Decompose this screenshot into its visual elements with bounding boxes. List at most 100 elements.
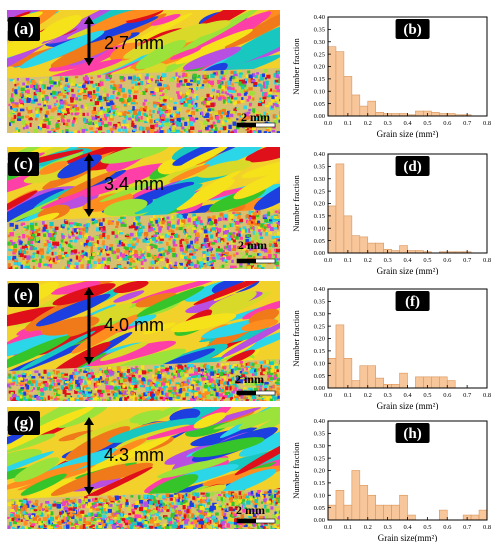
y-tick-label: 0.00 xyxy=(314,250,325,257)
bar xyxy=(343,215,353,254)
bar xyxy=(391,383,400,389)
bar xyxy=(446,380,456,389)
x-tick-label: 0.6 xyxy=(443,257,452,264)
x-tick-label: 0.4 xyxy=(403,524,412,531)
y-tick-label: 0.25 xyxy=(314,455,325,462)
bar xyxy=(415,376,424,389)
bar xyxy=(470,514,480,521)
panel-label: (h) xyxy=(403,426,421,442)
x-tick-label: 0.2 xyxy=(364,257,372,264)
bar xyxy=(359,365,369,389)
x-axis-label: Grain size (mm²) xyxy=(377,129,439,138)
x-tick-label: 0.5 xyxy=(423,392,431,399)
panel-label-e: (e) xyxy=(8,283,39,307)
bar xyxy=(399,245,408,254)
panel-label: (d) xyxy=(403,159,421,175)
bar xyxy=(399,494,408,521)
y-tick-label: 0.25 xyxy=(314,188,325,195)
histogram-f: 0.0 0.1 0.2 0.3 0.4 0.5 0.6 0.7 0.8 0.00 0.05 0.10 0… xyxy=(290,280,500,411)
bar xyxy=(359,236,369,254)
y-tick-label: 0.35 xyxy=(314,431,325,438)
y-tick-label: 0.00 xyxy=(314,385,325,392)
y-tick-label: 0.35 xyxy=(314,27,325,34)
y-tick-label: 0.15 xyxy=(314,348,325,355)
x-tick-label: 0.0 xyxy=(324,120,332,127)
y-tick-label: 0.40 xyxy=(314,14,325,21)
y-tick-label: 0.05 xyxy=(314,373,325,380)
bar xyxy=(431,376,440,389)
y-tick-label: 0.10 xyxy=(314,88,325,95)
x-tick-label: 0.3 xyxy=(384,120,392,127)
ebsd-map-c xyxy=(7,147,280,269)
bar xyxy=(399,372,408,389)
y-tick-label: 0.20 xyxy=(314,468,325,475)
x-tick-label: 0.1 xyxy=(344,524,352,531)
panel-label-box xyxy=(395,156,430,176)
y-axis-label: Number fraction xyxy=(291,310,301,367)
bar xyxy=(351,94,361,117)
y-tick-label: 0.10 xyxy=(314,225,325,232)
bar xyxy=(478,509,488,521)
histogram-svg: 0.0 0.1 0.2 0.3 0.4 0.5 0.6 0.7 0.8 0.00 0.05 0.10 0… xyxy=(291,14,491,139)
histogram-b: 0.0 0.1 0.2 0.3 0.4 0.5 0.6 0.7 0.8 0.00 0.05 0.10 0… xyxy=(290,8,500,139)
panel-label: (f) xyxy=(405,294,420,310)
x-tick-label: 0.4 xyxy=(403,120,412,127)
x-tick-label: 0.3 xyxy=(384,392,392,399)
y-tick-label: 0.00 xyxy=(314,517,325,524)
x-tick-label: 0.3 xyxy=(384,257,392,264)
x-tick-label: 0.7 xyxy=(463,392,472,399)
y-tick-label: 0.25 xyxy=(314,323,325,330)
x-axis-label: Grain size (mm²) xyxy=(377,401,439,410)
bar xyxy=(351,235,361,254)
x-tick-label: 0.8 xyxy=(483,524,491,531)
scale-bar-label-e: 2 mm xyxy=(235,372,264,386)
bar xyxy=(359,105,369,117)
histogram-svg: 0.0 0.1 0.2 0.3 0.4 0.5 0.6 0.7 0.8 0.00 0.05 0.10 0… xyxy=(291,286,491,411)
bar xyxy=(335,51,345,117)
bar xyxy=(415,110,424,117)
bar xyxy=(351,470,361,521)
y-tick-label: 0.20 xyxy=(314,201,325,208)
y-tick-label: 0.20 xyxy=(314,336,325,343)
y-tick-label: 0.00 xyxy=(314,113,325,120)
ebsd-map-a xyxy=(7,10,280,133)
x-tick-label: 0.1 xyxy=(344,392,352,399)
y-tick-label: 0.10 xyxy=(314,492,325,499)
bar xyxy=(335,490,345,521)
y-axis-label: Number fraction xyxy=(291,38,301,95)
y-tick-label: 0.30 xyxy=(314,443,325,450)
bar xyxy=(439,509,448,521)
panel-label-c: (c) xyxy=(8,152,39,176)
bar xyxy=(375,111,384,117)
y-axis-label: Number fraction xyxy=(291,442,301,499)
bar xyxy=(439,376,448,389)
x-tick-label: 0.1 xyxy=(344,257,352,264)
y-tick-label: 0.25 xyxy=(314,51,325,58)
y-tick-label: 0.35 xyxy=(314,299,325,306)
scale-bar-label-a: 2 mm xyxy=(241,110,270,124)
y-tick-label: 0.15 xyxy=(314,76,325,83)
x-tick-label: 0.7 xyxy=(463,120,472,127)
y-tick-label: 0.15 xyxy=(314,480,325,487)
panel-label-box xyxy=(395,423,430,443)
bar xyxy=(431,111,440,117)
y-tick-label: 0.40 xyxy=(314,418,325,425)
y-tick-label: 0.10 xyxy=(314,360,325,367)
y-tick-label: 0.05 xyxy=(314,238,325,245)
x-tick-label: 0.8 xyxy=(483,120,491,127)
y-tick-label: 0.20 xyxy=(314,64,325,71)
panel-label-box xyxy=(395,291,430,311)
x-tick-label: 0.2 xyxy=(364,120,372,127)
x-tick-label: 0.0 xyxy=(324,524,332,531)
x-tick-label: 0.8 xyxy=(483,392,491,399)
bar xyxy=(343,358,353,389)
x-tick-label: 0.5 xyxy=(423,257,431,264)
histogram-svg: 0.0 0.1 0.2 0.3 0.4 0.5 0.6 0.7 0.8 0.00 0.05 0.10 0… xyxy=(291,151,491,276)
thickness-label-g: 4.3 mm xyxy=(104,445,165,465)
y-tick-label: 0.30 xyxy=(314,176,325,183)
bar xyxy=(367,494,376,521)
x-tick-label: 0.0 xyxy=(324,392,332,399)
bar xyxy=(367,365,376,389)
y-tick-label: 0.40 xyxy=(314,151,325,158)
bar xyxy=(367,242,376,254)
